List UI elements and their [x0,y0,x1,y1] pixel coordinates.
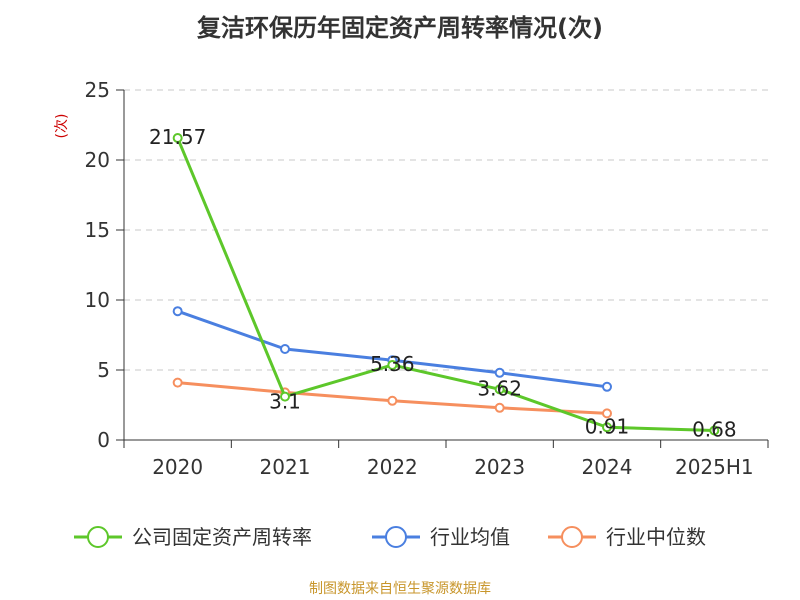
data-point [387,359,398,370]
y-tick-label: 15 [85,218,110,242]
series-lines [172,133,720,436]
legend-marker [385,526,407,548]
x-tick-label: 2021 [260,455,311,479]
data-label: 5.36 [370,352,415,376]
data-point [172,377,183,388]
series-line [176,137,715,432]
y-tick-label: 20 [85,148,110,172]
data-label: 0.68 [692,417,737,441]
x-tick-label: 2025H1 [675,455,754,479]
legend-label: 公司固定资产周转率 [132,525,312,549]
grid-lines [124,89,768,371]
x-tick-label: 2024 [582,455,633,479]
legend-label: 行业中位数 [606,525,706,549]
data-point [494,402,505,413]
data-labels: 21.57 3.1 5.36 3.62 0.91 0.68 [149,125,737,441]
data-label: 21.57 [149,125,206,149]
data-label: 0.91 [585,414,630,438]
legend-item[interactable]: 公司固定资产周转率 [74,525,312,549]
y-tick-label: 5 [97,358,110,382]
data-point [387,395,398,406]
chart-title: 复洁环保历年固定资产周转率情况(次) [197,14,603,42]
legend[interactable]: 公司固定资产周转率 行业均值 行业中位数 [74,525,706,549]
data-point [709,425,720,436]
y-axis-unit-label: (次) [54,114,70,139]
legend-label: 行业均值 [430,525,510,549]
legend-item[interactable]: 行业均值 [372,525,510,549]
source-note: 制图数据来自恒生聚源数据库 [309,581,491,597]
data-point [172,133,183,144]
x-tick-label: 2023 [474,455,525,479]
x-tick-label: 2020 [152,455,203,479]
data-point [280,344,290,354]
data-point [172,306,183,317]
data-label: 3.1 [269,390,301,414]
data-point [494,384,505,395]
y-tick-label: 10 [85,288,110,312]
y-tick-label: 0 [97,428,110,452]
y-tick-label: 25 [85,78,110,102]
data-point [280,391,290,402]
data-point [602,408,612,419]
legend-marker [87,526,109,548]
data-point [602,422,612,433]
data-point [494,367,505,378]
data-point [602,381,612,392]
x-tick-label: 2022 [367,455,418,479]
legend-item[interactable]: 行业中位数 [548,525,706,549]
axes: 0 5 10 15 20 25 2020 2021 2022 2023 2024 2025H1 [85,78,769,479]
data-label: 3.62 [477,376,522,400]
legend-marker [561,526,583,548]
